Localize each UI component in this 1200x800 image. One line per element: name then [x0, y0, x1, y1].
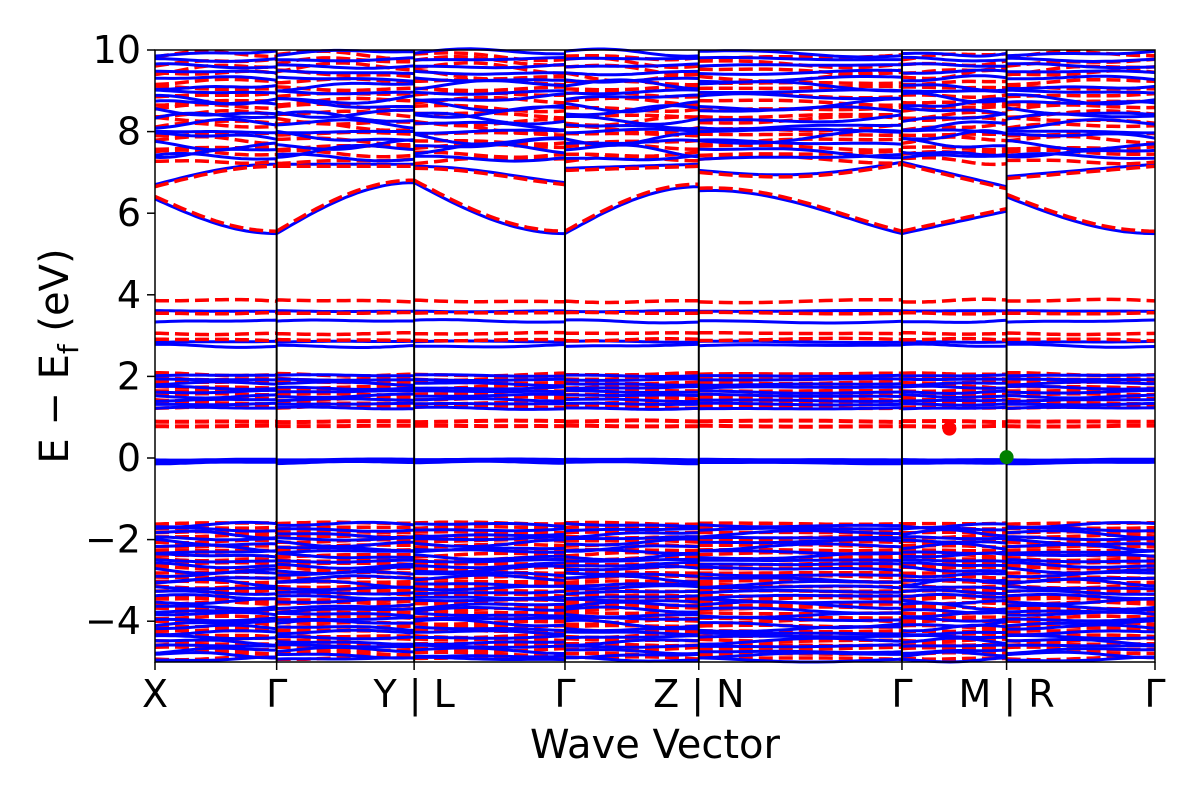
blue-mid-band-0 — [154, 405, 1155, 411]
blue-valence-band-16 — [154, 584, 1156, 592]
blue-high-band-3 — [154, 129, 1156, 147]
red-upper-band-3 — [154, 297, 1156, 305]
blue-conduction-band-2 — [154, 160, 1156, 189]
blue-valence-band-30 — [154, 520, 1156, 530]
blue-high-band-12 — [154, 74, 1156, 84]
blue-valence-band-4 — [154, 636, 1156, 647]
blue-valence-band-10 — [154, 610, 1156, 619]
blue-valence-band-11 — [154, 605, 1156, 615]
blue-mid-band-3 — [154, 392, 1156, 400]
x-tick-label-2: Y | L — [372, 672, 454, 717]
band-edge-markers — [942, 421, 1014, 465]
blue-mid-band-7 — [154, 377, 1156, 382]
x-axis-ticks: X Γ Y | L Γ Z | N Γ M | R Γ — [142, 662, 1166, 717]
blue-high-band-0 — [154, 152, 1156, 163]
blue-mid-band-1 — [155, 401, 1156, 407]
band-lines — [154, 47, 1156, 664]
blue-valence-band-17 — [154, 577, 1156, 589]
blue-valence-band-6 — [155, 628, 1156, 637]
blue-valence-band-29 — [154, 526, 1156, 533]
blue-vbm-band-1 — [154, 457, 1155, 463]
blue-high-band-10 — [154, 88, 1156, 96]
blue-mid-band-6 — [154, 380, 1156, 388]
y-tick-label-4: 4 — [117, 273, 141, 317]
blue-high-band-5 — [154, 117, 1156, 132]
x-tick-label-7: Γ — [1144, 672, 1165, 716]
blue-high-band-15 — [154, 55, 1156, 64]
blue-valence-band-15 — [154, 588, 1156, 596]
blue-mid-band-4 — [155, 388, 1155, 396]
blue-mid-band-2 — [154, 397, 1156, 404]
y-axis-title-main: E − E — [32, 354, 78, 464]
blue-valence-band-21 — [154, 560, 1155, 570]
band-edge-marker-0 — [942, 421, 957, 436]
y-tick-label-1: −2 — [85, 518, 141, 562]
blue-upper-band-2 — [154, 318, 1156, 325]
y-axis-title-unit: (eV) — [32, 248, 78, 344]
x-axis-title: Wave Vector — [530, 722, 781, 768]
blue-valence-band-24 — [154, 548, 1156, 556]
y-axis-title-subscript: f — [52, 343, 85, 354]
blue-high-band-4 — [154, 127, 1155, 135]
y-tick-label-2: 0 — [117, 436, 141, 480]
red-conduction-band-2 — [154, 162, 1156, 191]
red-valence-band-0 — [154, 654, 1155, 662]
blue-valence-band-9 — [155, 615, 1156, 623]
red-high-band-1 — [154, 148, 1156, 159]
band-edge-marker-1 — [999, 450, 1014, 465]
blue-valence-band-22 — [154, 558, 1155, 564]
red-upper-band-1 — [154, 330, 1156, 337]
y-tick-label-0: −4 — [85, 599, 141, 643]
kpoint-separator-lines — [275, 50, 1008, 662]
blue-valence-band-26 — [154, 537, 1156, 548]
x-tick-label-4: Z | N — [653, 672, 744, 717]
x-tick-label-6: M | R — [959, 672, 1055, 717]
blue-mid-band-5 — [154, 384, 1156, 391]
red-upper-band-2 — [155, 310, 1156, 316]
red-high-band-7 — [154, 108, 1156, 120]
red-upper-band-0 — [155, 336, 1156, 343]
red-conduction-band — [154, 178, 1156, 233]
blue-valence-band-8 — [154, 617, 1156, 630]
blue-high-band-9 — [155, 91, 1156, 106]
blue-valence-band-1 — [154, 650, 1156, 660]
blue-valence-band-7 — [155, 623, 1156, 633]
plot-frame — [154, 49, 1156, 663]
red-midgap-band-0 — [155, 423, 1155, 429]
blue-valence-band-23 — [154, 551, 1156, 562]
blue-valence-band-14 — [154, 592, 1156, 601]
blue-high-band-13 — [155, 68, 1156, 77]
blue-valence-band-5 — [154, 634, 1156, 641]
y-tick-label-5: 6 — [117, 191, 141, 235]
blue-valence-band-18 — [155, 573, 1156, 584]
blue-valence-band-13 — [154, 596, 1155, 606]
x-tick-label-1: Γ — [266, 672, 287, 716]
y-tick-label-6: 8 — [117, 110, 141, 154]
x-tick-label-5: Γ — [891, 672, 912, 716]
red-midgap-band-1 — [154, 418, 1155, 425]
red-high-band-11 — [154, 84, 1156, 93]
blue-valence-band-27 — [154, 535, 1156, 542]
y-tick-label-7: 10 — [93, 28, 141, 72]
y-tick-label-3: 2 — [117, 354, 141, 398]
blue-valence-band-20 — [154, 564, 1156, 575]
blue-high-band-14 — [154, 62, 1156, 70]
blue-mid-band-8 — [154, 373, 1156, 378]
y-axis-title: E − Ef (eV) — [32, 248, 85, 463]
blue-valence-band-3 — [154, 643, 1156, 649]
blue-valence-band-28 — [154, 528, 1156, 540]
y-axis-ticks: −4 −2 0 2 4 6 8 10 — [85, 28, 155, 643]
blue-conduction-band — [154, 181, 1156, 236]
x-tick-label-3: Γ — [554, 672, 575, 716]
x-tick-label-0: X — [142, 672, 168, 716]
blue-upper-band-0 — [155, 342, 1156, 349]
